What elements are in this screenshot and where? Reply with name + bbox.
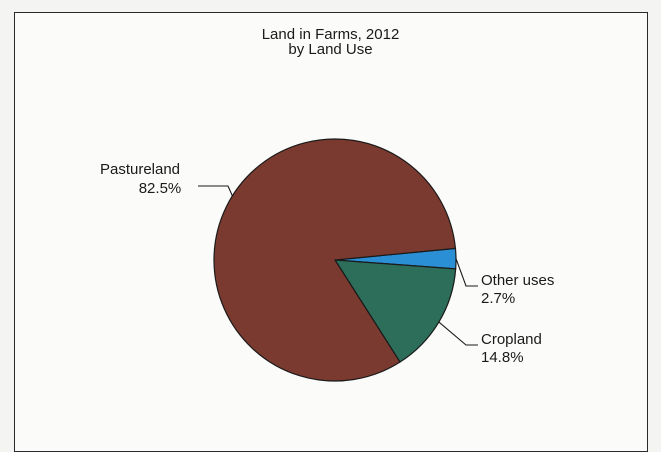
pie-slice-cropland [333, 259, 457, 363]
chart-title: Land in Farms, 2012 [261, 26, 400, 43]
slice-label-cropland: Cropland [481, 331, 542, 348]
pie-leader-lines [198, 185, 478, 346]
leader-line-pastureland [198, 185, 233, 197]
pie-slice-pastureland [213, 138, 457, 382]
slice-value-other-uses: 2.7% [481, 290, 515, 307]
pie-slices [213, 138, 457, 382]
chart-subtitle: by Land Use [288, 41, 373, 58]
slice-value-pastureland: 82.5% [139, 180, 182, 197]
chart-title-block: Land in Farms, 2012 by Land Use [0, 27, 661, 57]
leader-line-cropland [438, 321, 478, 346]
slice-label-pastureland: Pastureland [100, 161, 180, 178]
slice-value-cropland: 14.8% [481, 349, 524, 366]
slice-label-other-uses: Other uses [481, 272, 554, 289]
leader-line-other-uses [455, 258, 478, 287]
